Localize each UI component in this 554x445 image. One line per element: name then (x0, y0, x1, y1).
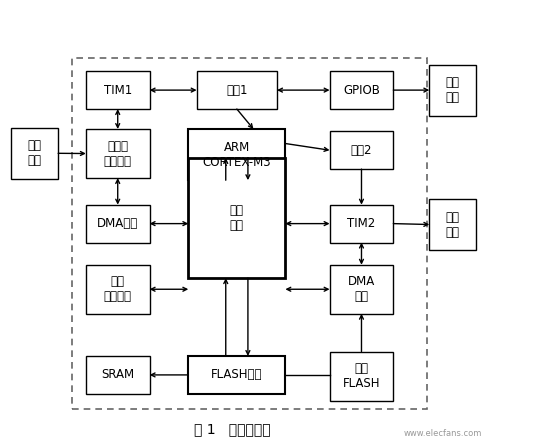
Text: 总线
矩阵: 总线 矩阵 (230, 204, 244, 232)
Text: 图 1   系统结构图: 图 1 系统结构图 (194, 422, 271, 437)
Bar (429, 65, 476, 116)
Bar (86, 71, 150, 109)
Text: 红外
接收: 红外 接收 (28, 139, 42, 167)
Text: 片内
FLASH: 片内 FLASH (343, 362, 380, 390)
Bar (86, 129, 150, 178)
Bar (330, 352, 393, 400)
Bar (86, 265, 150, 314)
Text: 桥接2: 桥接2 (351, 144, 372, 157)
Text: ARM
CORTEX-M3: ARM CORTEX-M3 (203, 141, 271, 169)
Bar (330, 205, 393, 243)
Bar (330, 131, 393, 169)
Text: TIM2: TIM2 (347, 217, 376, 230)
Bar (188, 129, 285, 180)
Bar (188, 356, 285, 394)
Bar (72, 58, 427, 409)
Text: 复位
时钟管理: 复位 时钟管理 (104, 275, 132, 303)
Bar (330, 71, 393, 109)
Text: 按键
显示: 按键 显示 (446, 76, 460, 104)
Text: 红外
发送: 红外 发送 (446, 210, 460, 239)
Text: FLASH控制: FLASH控制 (211, 368, 263, 381)
Bar (330, 265, 393, 314)
Text: 桥接1: 桥接1 (226, 84, 248, 97)
Text: TIM1: TIM1 (104, 84, 132, 97)
Text: 高精度
输入捕获: 高精度 输入捕获 (104, 140, 132, 167)
Text: GPIOB: GPIOB (343, 84, 380, 97)
Bar (11, 128, 58, 179)
Bar (86, 205, 150, 243)
Text: DMA
控制: DMA 控制 (348, 275, 375, 303)
Text: SRAM: SRAM (101, 368, 134, 381)
Bar (429, 199, 476, 250)
Text: www.elecfans.com: www.elecfans.com (404, 429, 483, 438)
Bar (86, 356, 150, 394)
Bar (188, 158, 285, 278)
Bar (197, 71, 277, 109)
Text: DMA控制: DMA控制 (97, 217, 138, 230)
